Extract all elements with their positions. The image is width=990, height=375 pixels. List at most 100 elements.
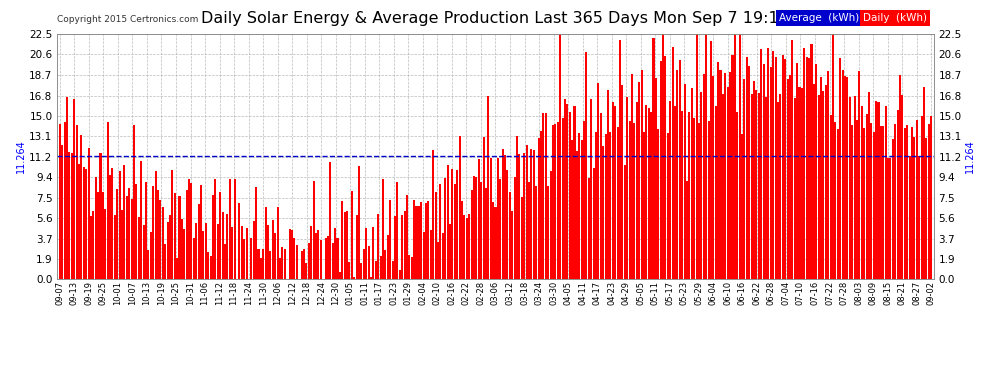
Bar xyxy=(619,40,621,279)
Bar xyxy=(411,257,413,279)
Bar xyxy=(832,28,834,279)
Bar xyxy=(502,148,504,279)
Bar xyxy=(729,72,731,279)
Text: 11.264: 11.264 xyxy=(16,140,26,173)
Bar xyxy=(753,81,755,279)
Bar xyxy=(926,138,928,279)
Text: 11.264: 11.264 xyxy=(965,140,975,173)
Bar xyxy=(657,129,659,279)
Bar xyxy=(465,218,468,279)
Bar xyxy=(193,238,195,279)
Bar xyxy=(437,242,439,279)
Bar xyxy=(490,158,492,279)
Bar xyxy=(362,249,365,279)
Bar xyxy=(267,225,269,279)
Bar xyxy=(848,97,850,279)
Bar xyxy=(533,150,535,279)
Bar xyxy=(887,158,889,279)
Bar xyxy=(860,106,862,279)
Bar xyxy=(538,138,540,279)
Bar xyxy=(552,125,554,279)
Bar xyxy=(755,90,757,279)
Bar xyxy=(894,124,896,279)
Bar xyxy=(112,168,114,279)
Bar xyxy=(440,184,442,279)
Bar xyxy=(906,125,908,279)
Bar xyxy=(470,190,472,279)
Bar xyxy=(693,118,695,279)
Bar xyxy=(523,153,526,279)
Bar xyxy=(544,113,546,279)
Bar xyxy=(696,30,698,279)
Bar xyxy=(344,213,346,279)
Bar xyxy=(109,175,111,279)
Bar xyxy=(499,178,501,279)
Bar xyxy=(217,224,219,279)
Bar xyxy=(698,123,700,279)
Bar xyxy=(377,214,379,279)
Bar xyxy=(379,255,381,279)
Bar xyxy=(889,158,892,279)
Bar xyxy=(710,41,712,279)
Bar xyxy=(461,201,463,279)
Bar xyxy=(255,188,257,279)
Bar xyxy=(227,214,229,279)
Bar xyxy=(181,219,183,279)
Bar xyxy=(442,232,444,279)
Bar xyxy=(231,228,234,279)
Bar xyxy=(528,182,530,279)
Bar xyxy=(416,206,418,279)
Bar xyxy=(337,237,339,279)
Bar xyxy=(284,249,286,279)
Bar xyxy=(327,236,329,279)
Bar xyxy=(624,165,626,279)
Bar xyxy=(281,247,283,279)
Bar xyxy=(166,222,168,279)
Bar xyxy=(133,125,135,279)
Bar xyxy=(559,28,561,279)
Bar xyxy=(183,229,185,279)
Bar xyxy=(126,196,128,279)
Bar xyxy=(643,132,644,279)
Bar xyxy=(703,74,705,279)
Bar xyxy=(622,85,624,279)
Bar xyxy=(786,79,789,279)
Bar xyxy=(66,96,68,279)
Bar xyxy=(384,250,386,279)
Bar xyxy=(141,161,143,279)
Bar xyxy=(519,154,521,279)
Bar xyxy=(99,153,102,279)
Bar xyxy=(119,171,121,279)
Bar xyxy=(222,212,224,279)
Bar xyxy=(458,136,460,279)
Bar xyxy=(63,122,65,279)
Bar xyxy=(171,170,173,279)
Bar xyxy=(272,220,274,279)
Bar xyxy=(257,249,259,279)
Bar xyxy=(806,57,808,279)
Bar xyxy=(418,206,420,279)
Bar xyxy=(590,99,592,279)
Bar xyxy=(399,270,401,279)
Bar xyxy=(808,58,810,279)
Bar xyxy=(507,170,509,279)
Bar xyxy=(289,228,291,279)
Bar xyxy=(688,112,690,279)
Bar xyxy=(671,46,673,279)
Bar xyxy=(791,40,793,279)
Bar xyxy=(497,159,499,279)
Bar xyxy=(121,210,123,279)
Bar xyxy=(868,92,870,279)
Bar xyxy=(556,123,558,279)
Bar xyxy=(131,199,133,279)
Bar xyxy=(234,179,236,279)
Bar xyxy=(634,123,636,279)
Bar xyxy=(858,71,860,279)
Bar xyxy=(554,124,556,279)
Bar xyxy=(339,272,341,279)
Bar xyxy=(681,111,683,279)
Bar xyxy=(401,214,403,279)
Bar xyxy=(720,70,722,279)
Bar xyxy=(578,134,580,279)
Bar xyxy=(770,66,772,279)
